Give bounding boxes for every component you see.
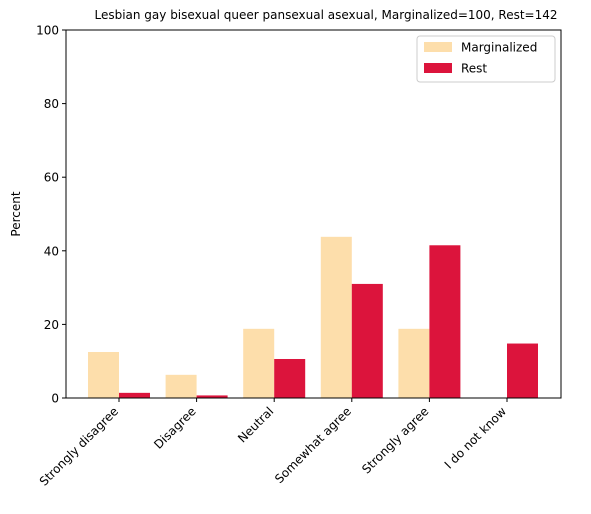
x-tick-label: Strongly disagree — [37, 404, 121, 488]
bar-marginalized-0 — [88, 352, 119, 398]
bar-marginalized-2 — [243, 328, 275, 398]
x-tick-label: Disagree — [151, 404, 199, 452]
x-tick-label: Strongly agree — [359, 404, 431, 476]
y-tick-label: 60 — [44, 171, 59, 185]
bar-rest-2 — [274, 358, 306, 398]
x-tick-label: Neutral — [235, 404, 276, 445]
y-tick-label: 0 — [51, 392, 59, 406]
y-axis-label: Percent — [9, 191, 23, 236]
legend-swatch-rest — [424, 63, 452, 73]
plot-area — [65, 29, 562, 399]
legend: Marginalized Rest — [416, 35, 556, 83]
y-tick-label: 80 — [44, 97, 59, 111]
y-axis: 0 20 40 60 80 100 — [36, 24, 66, 406]
y-tick-label: 20 — [44, 318, 59, 332]
bar-rest-4 — [429, 245, 461, 398]
bar-marginalized-3 — [320, 236, 352, 398]
bar-marginalized-4 — [398, 328, 430, 398]
y-tick-label: 40 — [44, 244, 59, 258]
bars-group — [88, 236, 538, 398]
bar-rest-5 — [507, 343, 538, 398]
x-axis: Strongly disagree Disagree NeutralSomewhat… — [37, 398, 510, 489]
bar-rest-3 — [351, 283, 383, 398]
bar-marginalized-1 — [165, 374, 197, 398]
legend-label-marginalized: Marginalized — [461, 41, 537, 55]
y-tick-label: 100 — [36, 24, 59, 38]
legend-swatch-marginalized — [424, 42, 452, 52]
x-tick-label: I do not know — [442, 404, 510, 472]
bar-rest-0 — [119, 392, 150, 398]
bar-rest-1 — [196, 395, 228, 398]
x-tick-label: Somewhat agree — [272, 404, 354, 486]
chart-title: Lesbian gay bisexual queer pansexual ase… — [94, 8, 557, 22]
legend-label-rest: Rest — [461, 62, 487, 76]
